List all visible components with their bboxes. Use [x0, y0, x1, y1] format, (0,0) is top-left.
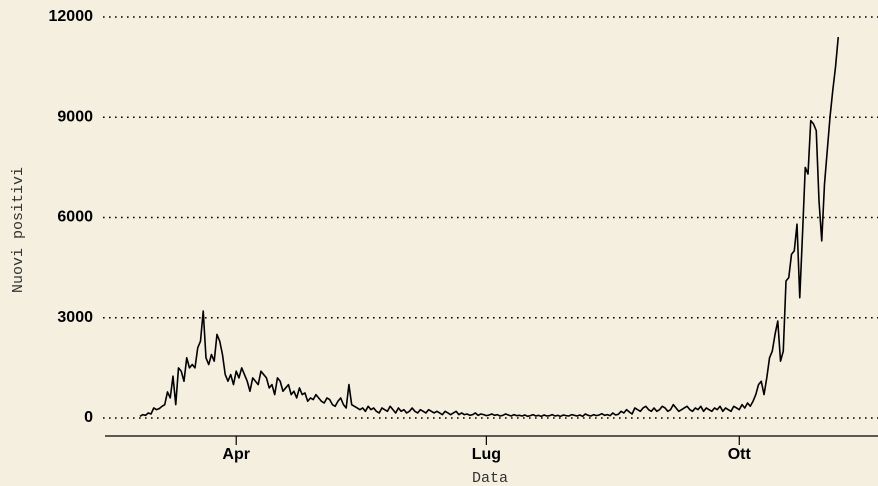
y-tick-label: 0 — [84, 409, 93, 426]
y-axis-label: Nuovi positivi — [10, 167, 27, 293]
y-tick-label: 3000 — [57, 309, 93, 326]
x-tick-label: Lug — [472, 446, 501, 463]
x-tick-label: Apr — [222, 446, 250, 463]
x-axis-label: Data — [472, 470, 508, 486]
line-series — [139, 36, 840, 418]
y-tick-label: 12000 — [49, 8, 94, 25]
x-tick-label: Ott — [728, 446, 752, 463]
y-tick-label: 9000 — [57, 108, 93, 125]
y-tick-label: 6000 — [57, 209, 93, 226]
